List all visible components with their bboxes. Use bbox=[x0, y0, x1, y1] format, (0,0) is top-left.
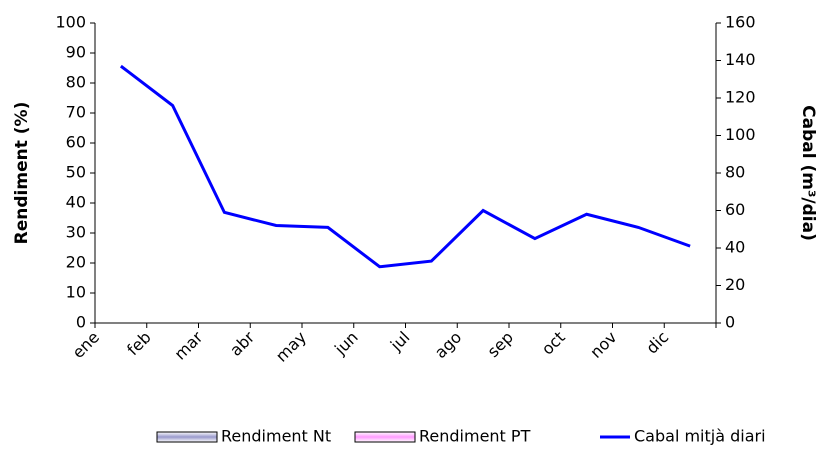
y-tick-label: 100 bbox=[55, 13, 86, 32]
legend-label: Rendiment Nt bbox=[221, 427, 331, 446]
y2-tick-label: 20 bbox=[725, 275, 745, 294]
y2-tick-label: 40 bbox=[725, 238, 745, 257]
y2-tick-label: 80 bbox=[725, 163, 745, 182]
x-tick-label: feb bbox=[123, 328, 155, 360]
y2-tick-label: 100 bbox=[725, 125, 756, 144]
y-axis-label: Rendiment (%) bbox=[12, 102, 32, 245]
y2-tick-label: 120 bbox=[725, 88, 756, 107]
y-tick-label: 50 bbox=[66, 163, 86, 182]
y-tick-label: 80 bbox=[66, 73, 86, 92]
y-tick-label: 30 bbox=[66, 223, 86, 242]
x-tick-label: nov bbox=[586, 328, 620, 362]
y-tick-label: 20 bbox=[66, 253, 86, 272]
y-tick-label: 10 bbox=[66, 283, 86, 302]
y2-axis-label: Cabal (m³/dia) bbox=[798, 105, 818, 241]
x-tick-label: dic bbox=[642, 328, 672, 358]
y-tick-label: 40 bbox=[66, 193, 86, 212]
x-tick-label: ene bbox=[68, 328, 103, 363]
y-tick-label: 0 bbox=[76, 313, 86, 332]
x-tick-label: may bbox=[272, 328, 310, 366]
y2-tick-label: 140 bbox=[725, 50, 756, 69]
legend-swatch bbox=[354, 431, 416, 443]
legend-label: Cabal mitjà diari bbox=[634, 427, 766, 446]
x-tick-label: sep bbox=[484, 328, 517, 361]
x-tick-label: oct bbox=[538, 328, 569, 359]
x-tick-label: jun bbox=[330, 328, 362, 360]
legend-swatch bbox=[156, 431, 218, 443]
x-tick-label: ago bbox=[431, 328, 465, 362]
x-tick-label: jul bbox=[386, 328, 414, 356]
y-tick-label: 90 bbox=[66, 43, 86, 62]
y-tick-label: 60 bbox=[66, 133, 86, 152]
y2-tick-label: 60 bbox=[725, 200, 745, 219]
y2-tick-label: 160 bbox=[725, 13, 756, 32]
x-tick-label: abr bbox=[226, 327, 258, 359]
x-tick-label: mar bbox=[170, 327, 206, 363]
legend-label: Rendiment PT bbox=[419, 427, 531, 446]
y2-tick-label: 0 bbox=[725, 313, 735, 332]
data-line bbox=[119, 64, 691, 269]
y-tick-label: 70 bbox=[66, 103, 86, 122]
